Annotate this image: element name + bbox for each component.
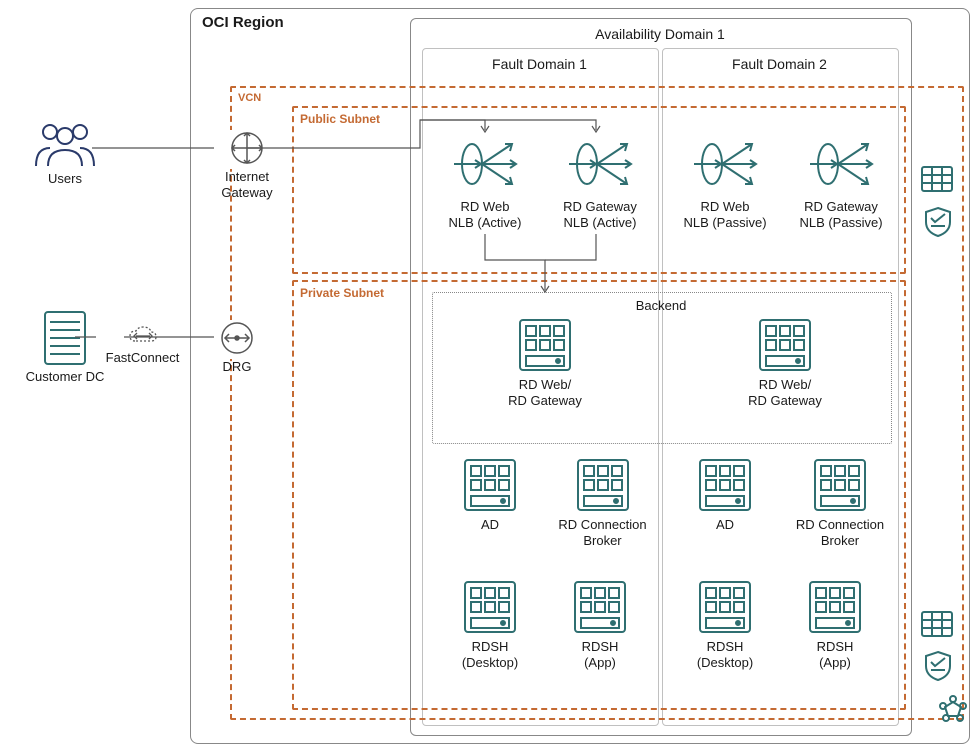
fd1-title: Fault Domain 1 [422, 56, 657, 73]
architecture-diagram: Users Customer DC FastConnect OCI Region… [0, 0, 974, 749]
server-broker-fd1-label: RD Connection Broker [550, 517, 655, 548]
internet-gateway-group: Internet Gateway [212, 130, 282, 200]
security-list-icon-public [924, 206, 952, 241]
private-subnet-label: Private Subnet [300, 286, 384, 300]
nlb-fd2-gw: RD Gateway NLB (Passive) [785, 132, 897, 230]
region-title: OCI Region [202, 14, 284, 32]
nlb-fd2-gw-label: RD Gateway NLB (Passive) [785, 199, 897, 230]
server-icon [806, 578, 864, 636]
server-ad-fd2-label: AD [675, 517, 775, 533]
drg-label: DRG [212, 359, 262, 375]
nlb-fd1-web-label: RD Web NLB (Active) [435, 199, 535, 230]
fd2-title: Fault Domain 2 [662, 56, 897, 73]
server-app-fd1: RDSH (App) [550, 578, 650, 670]
server-icon [756, 316, 814, 374]
server-icon [516, 316, 574, 374]
public-subnet-label: Public Subnet [300, 112, 380, 126]
server-app-fd2: RDSH (App) [785, 578, 885, 670]
server-rdwebgw-fd1: RD Web/ RD Gateway [495, 316, 595, 408]
server-desktop-fd1-label: RDSH (Desktop) [440, 639, 540, 670]
datacenter-icon [40, 310, 90, 366]
network-icon [938, 694, 968, 727]
nlb-fd2-web: RD Web NLB (Passive) [670, 132, 780, 230]
server-ad-fd2: AD [675, 456, 775, 533]
server-broker-fd2: RD Connection Broker [785, 456, 895, 548]
load-balancer-icon [690, 132, 760, 196]
backend-label: Backend [432, 298, 890, 314]
server-ad-fd1-label: AD [440, 517, 540, 533]
server-desktop-fd1: RDSH (Desktop) [440, 578, 540, 670]
users-icon [30, 120, 100, 168]
server-icon [811, 456, 869, 514]
server-icon [574, 456, 632, 514]
server-icon [461, 578, 519, 636]
route-table-icon-public [920, 165, 954, 198]
load-balancer-icon [450, 132, 520, 196]
server-broker-fd2-label: RD Connection Broker [785, 517, 895, 548]
server-rdwebgw-fd1-label: RD Web/ RD Gateway [495, 377, 595, 408]
drg-group: DRG [212, 320, 262, 375]
nlb-fd1-gw: RD Gateway NLB (Active) [545, 132, 655, 230]
fastconnect-group: FastConnect [95, 325, 190, 366]
server-rdwebgw-fd2: RD Web/ RD Gateway [735, 316, 835, 408]
load-balancer-icon [806, 132, 876, 196]
igw-label: Internet Gateway [212, 169, 282, 200]
vcn-label: VCN [238, 92, 261, 105]
security-list-icon-private [924, 650, 952, 685]
nlb-fd1-gw-label: RD Gateway NLB (Active) [545, 199, 655, 230]
fastconnect-label: FastConnect [95, 350, 190, 366]
nlb-fd2-web-label: RD Web NLB (Passive) [670, 199, 780, 230]
server-rdwebgw-fd2-label: RD Web/ RD Gateway [735, 377, 835, 408]
internet-gateway-icon [230, 131, 264, 165]
customer-dc-label: Customer DC [20, 369, 110, 385]
server-icon [696, 456, 754, 514]
route-table-icon-private [920, 610, 954, 643]
users-group: Users [20, 120, 110, 187]
server-app-fd1-label: RDSH (App) [550, 639, 650, 670]
server-desktop-fd2-label: RDSH (Desktop) [675, 639, 775, 670]
load-balancer-icon [565, 132, 635, 196]
server-ad-fd1: AD [440, 456, 540, 533]
drg-icon [220, 321, 254, 355]
server-icon [696, 578, 754, 636]
server-app-fd2-label: RDSH (App) [785, 639, 885, 670]
server-icon [461, 456, 519, 514]
fastconnect-icon [128, 325, 158, 347]
server-icon [571, 578, 629, 636]
users-label: Users [20, 171, 110, 187]
ad-title: Availability Domain 1 [410, 26, 910, 43]
server-desktop-fd2: RDSH (Desktop) [675, 578, 775, 670]
nlb-fd1-web: RD Web NLB (Active) [435, 132, 535, 230]
server-broker-fd1: RD Connection Broker [550, 456, 655, 548]
